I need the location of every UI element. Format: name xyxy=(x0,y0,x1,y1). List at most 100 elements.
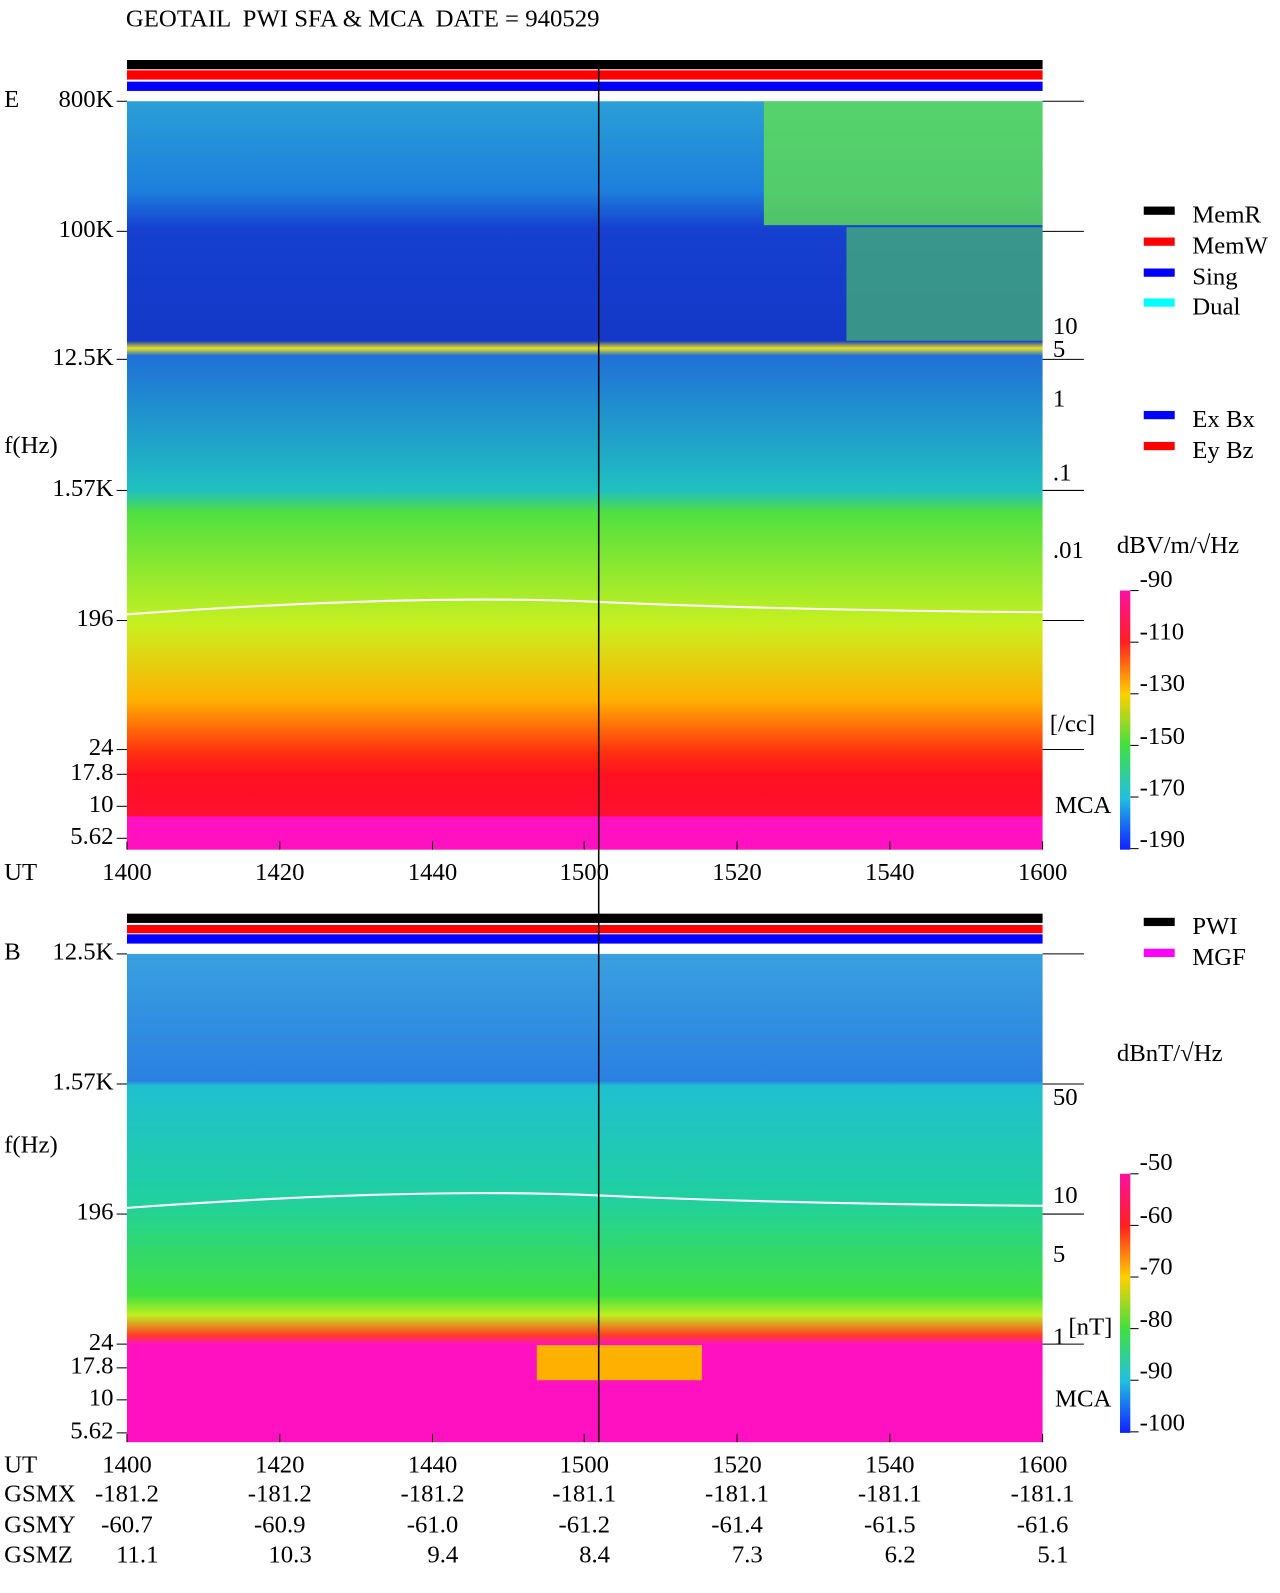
y-tick-label: 196 xyxy=(76,605,113,632)
mca-label: MCA xyxy=(1055,1386,1112,1413)
spectrogram-e xyxy=(126,59,1043,850)
y-tick-label: 12.5K xyxy=(52,344,113,371)
legend-swatch xyxy=(1143,441,1175,451)
colorbar-label: -170 xyxy=(1140,774,1185,801)
gsm-value: -181.2 xyxy=(248,1481,312,1508)
x-tick-label: 1500 xyxy=(559,859,609,886)
title: GEOTAIL PWI SFA & MCA DATE = 940529 xyxy=(126,5,600,32)
legend-label: MemR xyxy=(1192,202,1261,229)
gsm-value: -181.1 xyxy=(858,1481,922,1508)
colorbar-unit: dBnT/√Hz xyxy=(1117,1040,1223,1067)
gsm-value: -60.7 xyxy=(101,1512,153,1539)
density-label: 50 xyxy=(1053,1084,1078,1111)
y-tick-label: 17.8 xyxy=(70,759,113,786)
x-tick-label: 1600 xyxy=(1018,1452,1068,1479)
gsm-value: -61.6 xyxy=(1017,1512,1069,1539)
gsm-value: -61.0 xyxy=(407,1512,459,1539)
gsm-value: 7.3 xyxy=(732,1541,763,1568)
y-tick-label: 17.8 xyxy=(70,1353,113,1380)
gsm-value: -181.2 xyxy=(95,1481,159,1508)
y-tick-label: 12.5K xyxy=(52,939,113,966)
gsm-value: 5.1 xyxy=(1037,1541,1068,1568)
legend-swatch xyxy=(1143,948,1175,958)
density-label: [nT] xyxy=(1068,1313,1112,1340)
density-label: [/cc] xyxy=(1050,710,1095,737)
x-tick-label: 1420 xyxy=(255,1452,305,1479)
gsm-value: -60.9 xyxy=(254,1512,306,1539)
x-tick-label: 1520 xyxy=(712,859,762,886)
gsm-value: 8.4 xyxy=(579,1541,610,1568)
y-tick-label: 24 xyxy=(89,734,114,761)
density-label: .01 xyxy=(1053,537,1084,564)
x-tick-label: 1440 xyxy=(408,1452,458,1479)
y-tick-label: 5.62 xyxy=(70,1418,113,1445)
y-tick-label: 5.62 xyxy=(70,823,113,850)
legend-swatch xyxy=(1143,268,1175,277)
colorbar-label: -80 xyxy=(1140,1306,1173,1333)
colorbar-label: -100 xyxy=(1140,1409,1185,1436)
colorbar-label: -50 xyxy=(1140,1149,1173,1176)
gsm-value: -181.1 xyxy=(552,1481,616,1508)
density-label: 1 xyxy=(1053,385,1065,412)
x-tick-label: 1440 xyxy=(408,859,458,886)
legend-swatch xyxy=(1143,206,1175,215)
colorbar-label: -90 xyxy=(1140,566,1173,593)
gsm-value: -181.2 xyxy=(401,1481,465,1508)
colorbar-label: -130 xyxy=(1140,670,1185,697)
x-tick-label: 1520 xyxy=(712,1452,762,1479)
legend-swatch xyxy=(1143,298,1175,307)
y-tick-label: 24 xyxy=(89,1329,114,1356)
legend-label: PWI xyxy=(1192,913,1237,940)
colorbar-label: -60 xyxy=(1140,1202,1173,1229)
colorbar-label: -110 xyxy=(1140,619,1184,646)
y-tick-label: 1.57K xyxy=(52,1069,113,1096)
y-tick-label: 800K xyxy=(59,86,114,113)
x-tick-label: 1600 xyxy=(1018,859,1068,886)
gsm-label: GSMY xyxy=(4,1512,76,1539)
density-label: 5 xyxy=(1053,336,1065,363)
mca-label: MCA xyxy=(1055,792,1112,819)
colorbar-label: -70 xyxy=(1140,1253,1173,1280)
x-axis-label: UT xyxy=(4,859,37,886)
x-tick-label: 1420 xyxy=(255,859,305,886)
colorbar-unit: dBV/m/√Hz xyxy=(1117,532,1239,559)
colorbar-label: -150 xyxy=(1140,723,1185,750)
gsm-label: GSMZ xyxy=(4,1541,73,1568)
legend-swatch xyxy=(1143,410,1175,420)
x-tick-label: 1540 xyxy=(865,1452,915,1479)
density-label: 10 xyxy=(1053,1182,1078,1209)
gsm-value: -181.1 xyxy=(705,1481,769,1508)
y-tick-label: 1.57K xyxy=(52,475,113,502)
y-tick-label: 100K xyxy=(59,216,114,243)
spectrogram-b xyxy=(126,59,1131,1443)
y-axis-label: f(Hz) xyxy=(4,432,58,459)
legend-label: Ey Bz xyxy=(1192,437,1253,464)
gsm-value: -61.2 xyxy=(558,1512,610,1539)
y-tick-label: 10 xyxy=(89,791,114,818)
x-tick-label: 1540 xyxy=(865,859,915,886)
y-tick-label: 10 xyxy=(89,1385,114,1412)
density-label: 10 xyxy=(1053,313,1078,340)
legend-label: Dual xyxy=(1192,293,1240,320)
x-tick-label: 1500 xyxy=(559,1452,609,1479)
gsm-value: 9.4 xyxy=(427,1541,458,1568)
panel-label: E xyxy=(4,86,19,113)
gsm-value: -181.1 xyxy=(1011,1481,1075,1508)
legend-label: Sing xyxy=(1192,264,1237,291)
legend-swatch xyxy=(1143,237,1175,246)
density-label: 5 xyxy=(1053,1241,1065,1268)
legend-label: MemW xyxy=(1192,233,1268,260)
gsm-value: -61.4 xyxy=(711,1512,763,1539)
y-axis-label: f(Hz) xyxy=(4,1132,58,1159)
gsm-value: 6.2 xyxy=(885,1541,916,1568)
colorbar-label: -90 xyxy=(1140,1358,1173,1385)
colorbar-label: -190 xyxy=(1140,826,1185,853)
y-tick-label: 196 xyxy=(76,1199,113,1226)
legend-label: Ex Bx xyxy=(1192,406,1255,433)
x-axis-label: UT xyxy=(4,1452,37,1479)
gsm-value: 11.1 xyxy=(116,1541,158,1568)
panel-label: B xyxy=(4,939,21,966)
density-label: 1 xyxy=(1053,1324,1065,1351)
